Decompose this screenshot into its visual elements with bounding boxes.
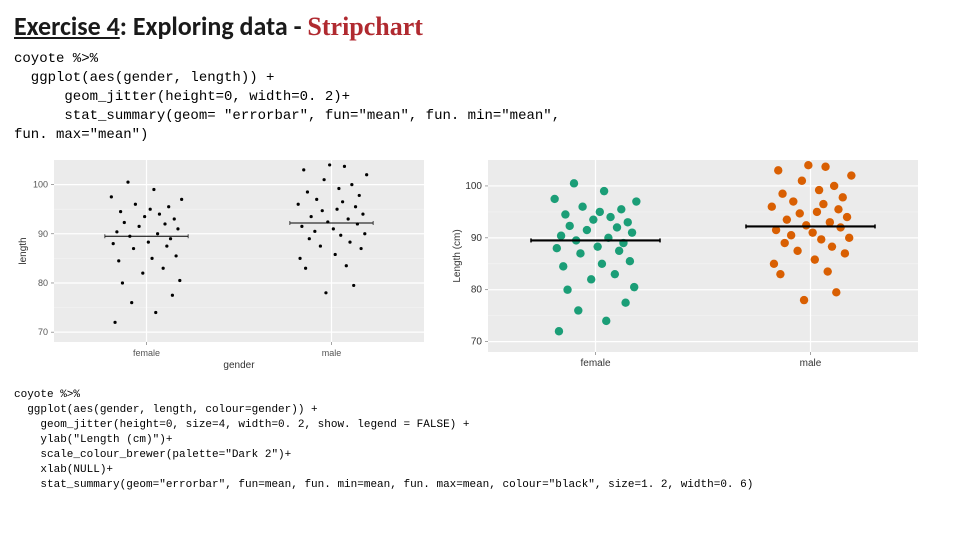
svg-text:90: 90 xyxy=(471,233,483,244)
svg-text:gender: gender xyxy=(223,360,255,371)
svg-text:female: female xyxy=(580,358,610,369)
code-block-1: coyote %>% ggplot(aes(gender, length)) +… xyxy=(14,50,946,144)
svg-text:70: 70 xyxy=(471,337,483,348)
svg-text:70: 70 xyxy=(38,328,48,338)
chart-left: 70 80 90 100 female male length gender xyxy=(14,152,434,372)
charts-row: 70 80 90 100 female male length gender 70 80 90 10… xyxy=(14,152,946,382)
title-suffix: Stripchart xyxy=(307,12,423,41)
svg-text:Length (cm): Length (cm) xyxy=(452,230,463,283)
code-block-2: coyote %>% ggplot(aes(gender, length, co… xyxy=(14,388,946,492)
svg-text:90: 90 xyxy=(38,229,48,239)
svg-text:male: male xyxy=(800,358,822,369)
svg-text:80: 80 xyxy=(38,278,48,288)
page-title: Exercise 4: Exploring data - Stripchart xyxy=(14,10,946,42)
svg-text:male: male xyxy=(322,348,342,358)
svg-text:100: 100 xyxy=(33,180,48,190)
svg-text:80: 80 xyxy=(471,285,483,296)
title-middle: : Exploring data - xyxy=(120,10,308,42)
svg-text:length: length xyxy=(18,238,29,265)
svg-text:female: female xyxy=(133,348,160,358)
svg-text:100: 100 xyxy=(465,181,482,192)
title-prefix: Exercise 4 xyxy=(14,10,120,42)
chart-right: 70 80 90 100 female male Length (cm) xyxy=(448,152,928,382)
